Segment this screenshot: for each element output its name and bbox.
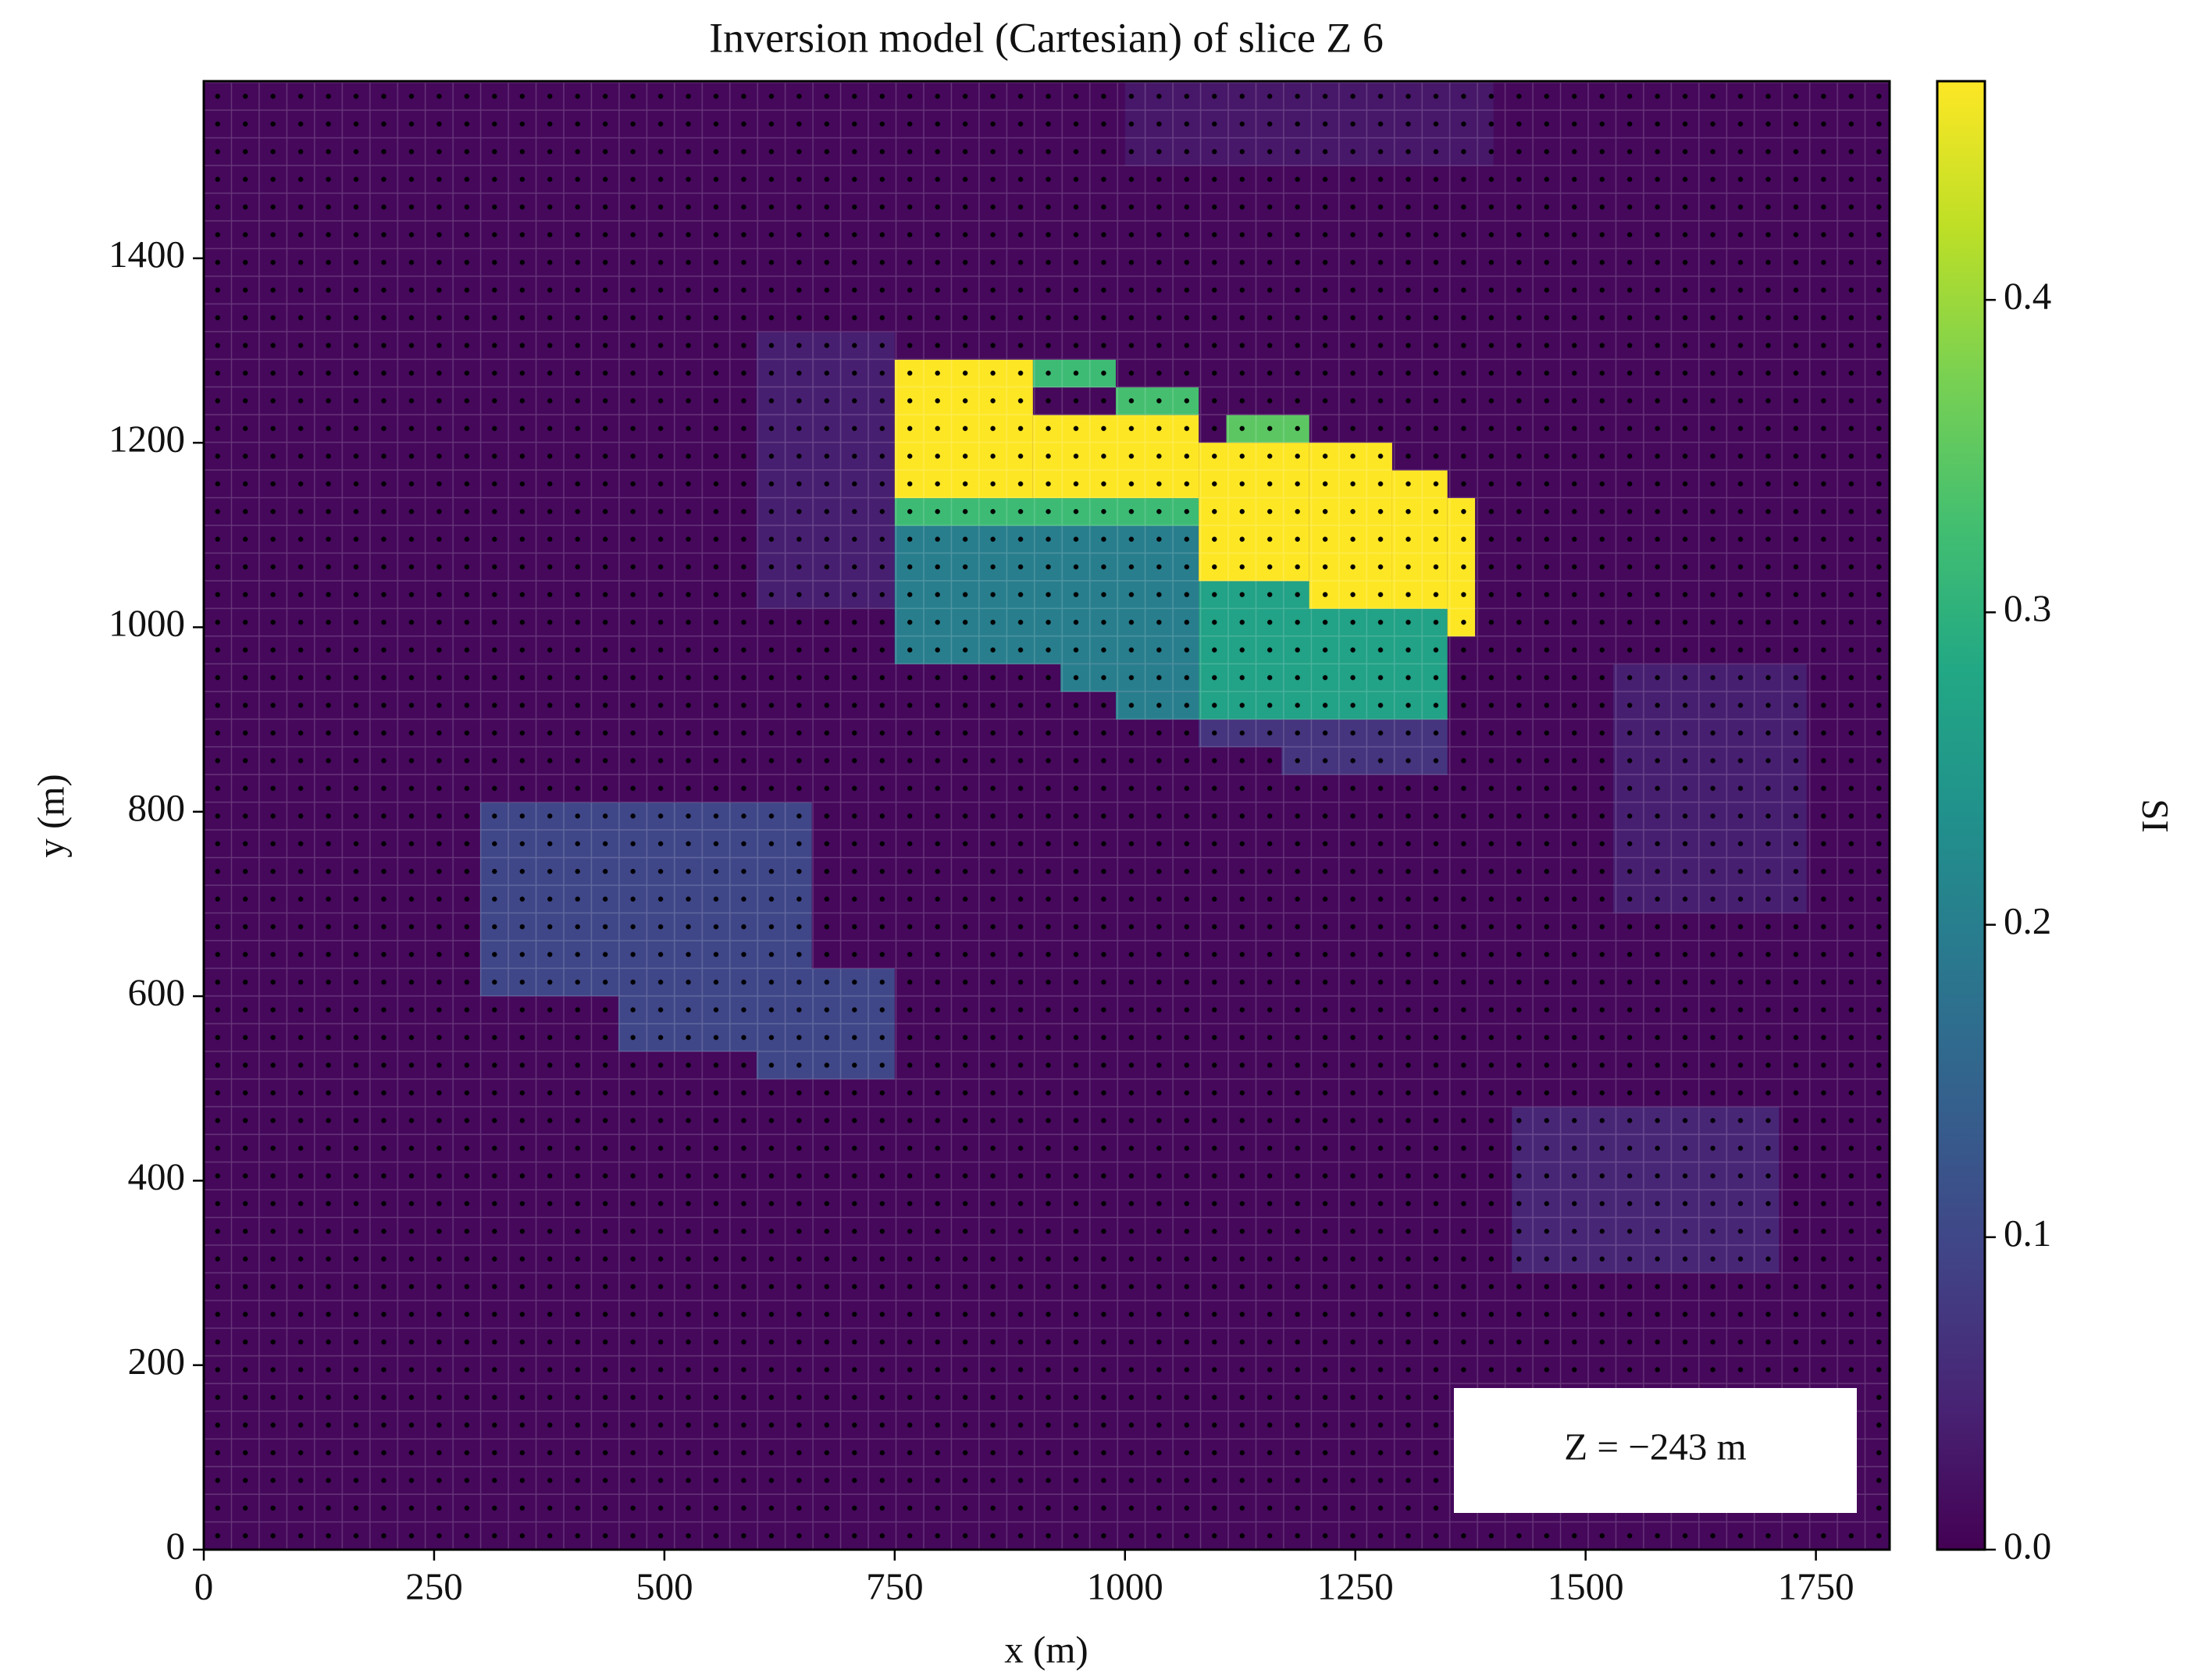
x-tick-label: 1250 — [1317, 1564, 1394, 1607]
chart-title: Inversion model (Cartesian) of slice Z 6 — [709, 14, 1384, 61]
colorbar-tick-label: 0.4 — [2004, 274, 2051, 317]
x-tick-label: 250 — [405, 1564, 463, 1607]
colorbar-tick-label: 0.3 — [2004, 587, 2051, 630]
colorbar — [1936, 80, 1986, 1551]
x-tick-label: 0 — [194, 1564, 214, 1607]
y-axis-label: y (m) — [29, 774, 72, 858]
x-axis-label: x (m) — [1004, 1628, 1088, 1671]
x-tick-label: 750 — [866, 1564, 924, 1607]
colorbar-label: SI — [2134, 799, 2177, 833]
annotation-box — [1454, 1388, 1857, 1513]
y-tick-label: 600 — [128, 970, 186, 1013]
colorbar-tick-label: 0.2 — [2004, 899, 2051, 942]
x-tick-label: 1750 — [1778, 1564, 1854, 1607]
y-tick-label: 0 — [166, 1524, 186, 1567]
y-tick-label: 1000 — [109, 602, 185, 645]
colorbar-tick-label: 0.1 — [2004, 1212, 2051, 1255]
y-tick-label: 200 — [128, 1340, 186, 1383]
plot-frame — [202, 80, 1891, 1551]
annotation: Z = −243 m — [1564, 1425, 1747, 1468]
x-tick-label: 500 — [636, 1564, 693, 1607]
y-tick-label: 800 — [128, 786, 186, 829]
y-tick-label: 1400 — [109, 233, 185, 276]
colorbar-tick-label: 0.0 — [2004, 1524, 2051, 1567]
y-tick-label: 1200 — [109, 417, 185, 460]
x-tick-label: 1500 — [1548, 1564, 1624, 1607]
mesh-overlay — [204, 81, 1890, 1550]
y-tick-label: 400 — [128, 1155, 186, 1198]
x-tick-label: 1000 — [1087, 1564, 1163, 1607]
